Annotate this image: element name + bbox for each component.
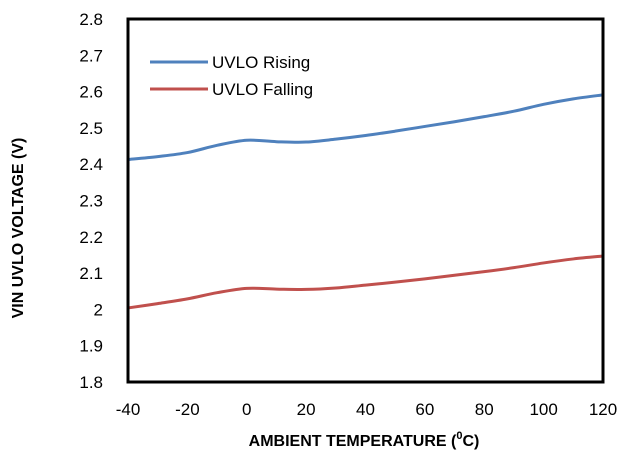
y-tick-label: 2.1 xyxy=(79,264,103,283)
x-tick-label: -40 xyxy=(116,400,141,419)
legend-label: UVLO Rising xyxy=(212,53,310,72)
y-tick-label: 2 xyxy=(94,300,103,319)
x-axis-title: AMBIENT TEMPERATURE (0C) xyxy=(249,430,480,450)
legend: UVLO Rising UVLO Falling xyxy=(150,53,313,99)
legend-label: UVLO Falling xyxy=(212,80,313,99)
y-tick-label: 2.3 xyxy=(79,192,103,211)
plot-border xyxy=(126,17,605,384)
x-tick-label: 20 xyxy=(297,400,316,419)
y-tick-label: 2.4 xyxy=(79,155,103,174)
y-tick-label: 2.2 xyxy=(79,228,103,247)
x-tick-label: -20 xyxy=(175,400,200,419)
series-line-uvlo-falling xyxy=(127,254,604,310)
y-tick-label: 2.7 xyxy=(79,46,103,65)
x-tick-label: 120 xyxy=(589,400,617,419)
y-tick-label: 2.6 xyxy=(79,83,103,102)
x-tick-label: 100 xyxy=(529,400,557,419)
plot-area xyxy=(126,17,605,384)
x-axis-title-text: AMBIENT TEMPERATURE ( xyxy=(249,433,457,450)
y-tick-label: 1.8 xyxy=(79,373,103,392)
y-tick-label: 2.8 xyxy=(79,10,103,29)
x-tick-label: 80 xyxy=(475,400,494,419)
x-axis-title-sup: 0 xyxy=(456,430,462,442)
x-axis-title-tail: C) xyxy=(462,433,479,450)
x-tick-label: 40 xyxy=(356,400,375,419)
series-line-uvlo-rising xyxy=(127,93,604,161)
x-tick-label: 0 xyxy=(242,400,251,419)
x-tick-label: 60 xyxy=(415,400,434,419)
tick-labels: 1.8 1.9 2 2.1 2.2 2.3 2.4 2.5 2.6 2.7 2.8 -40 -20 0 20… xyxy=(79,10,617,419)
y-tick-label: 1.9 xyxy=(79,337,103,356)
y-axis-title: VIN UVLO VOLTAGE (V) xyxy=(10,138,27,319)
y-tick-label: 2.5 xyxy=(79,119,103,138)
